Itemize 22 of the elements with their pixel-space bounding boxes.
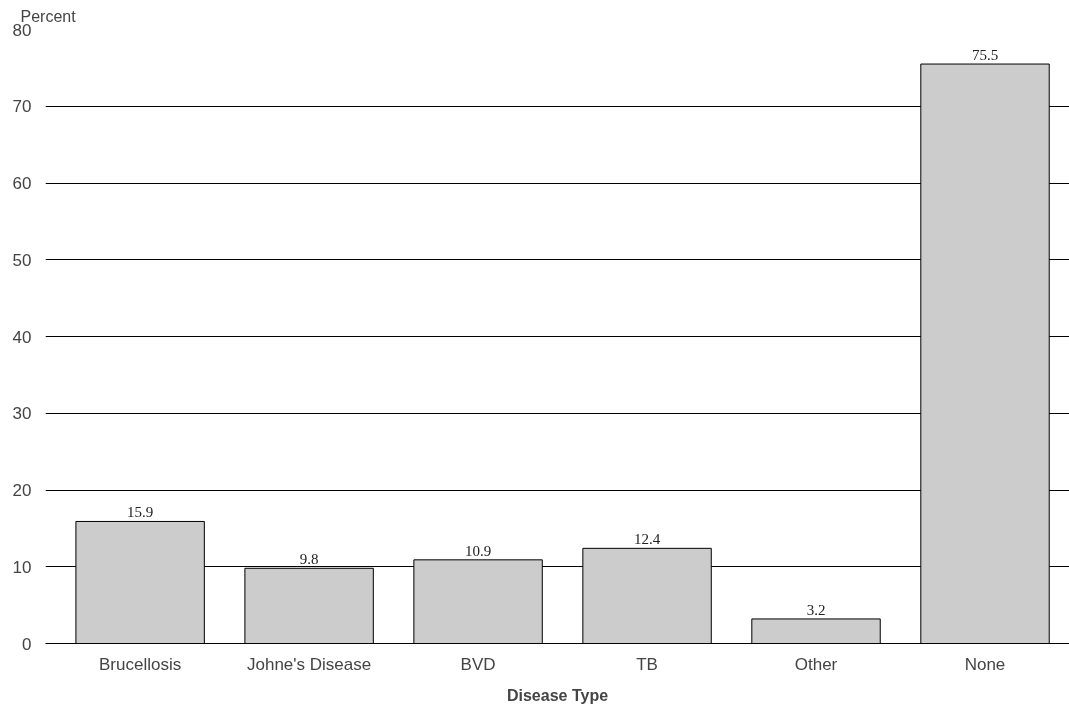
x-tick-label: Brucellosis	[99, 654, 182, 674]
y-tick-label: 60	[12, 174, 32, 193]
y-tick-label: 30	[12, 404, 32, 424]
data-label: 15.9	[127, 504, 154, 521]
y-tick-label: 40	[12, 327, 32, 347]
x-tick-label: Other	[794, 654, 838, 674]
data-label: 3.2	[806, 601, 826, 618]
x-tick-label: Johne's Disease	[247, 654, 372, 674]
y-tick-label: 50	[12, 250, 32, 270]
y-tick-label: 70	[12, 97, 32, 117]
data-label: 75.5	[971, 47, 999, 64]
y-axis-title: Percent	[20, 7, 77, 25]
data-label: 12.4	[633, 531, 661, 548]
y-tick-label: 20	[12, 481, 32, 500]
x-axis-title: Disease Type	[506, 686, 609, 704]
x-tick-label: None	[964, 654, 1006, 674]
x-tick-label: TB	[636, 654, 658, 674]
x-tick-label: BVD	[460, 654, 496, 674]
y-tick-label: 0	[22, 634, 32, 654]
y-tick-label: 10	[12, 557, 32, 577]
data-label: 10.9	[464, 542, 492, 559]
data-label: 9.8	[299, 551, 319, 568]
